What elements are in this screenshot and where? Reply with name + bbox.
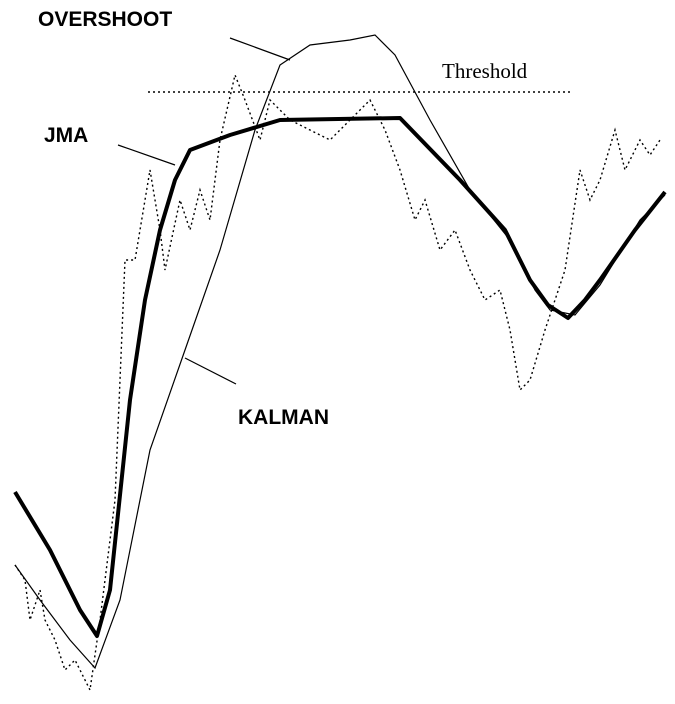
jma-leader [117,144,176,166]
jma-label: JMA [44,124,88,147]
overshoot-leader [229,37,291,61]
jma-line [13,116,667,638]
kalman-leader [184,357,237,385]
threshold-label: Threshold [442,59,528,83]
kalman-label: KALMAN [238,406,329,429]
overshoot-label: OVERSHOOT [38,8,172,31]
price-line [14,72,661,693]
